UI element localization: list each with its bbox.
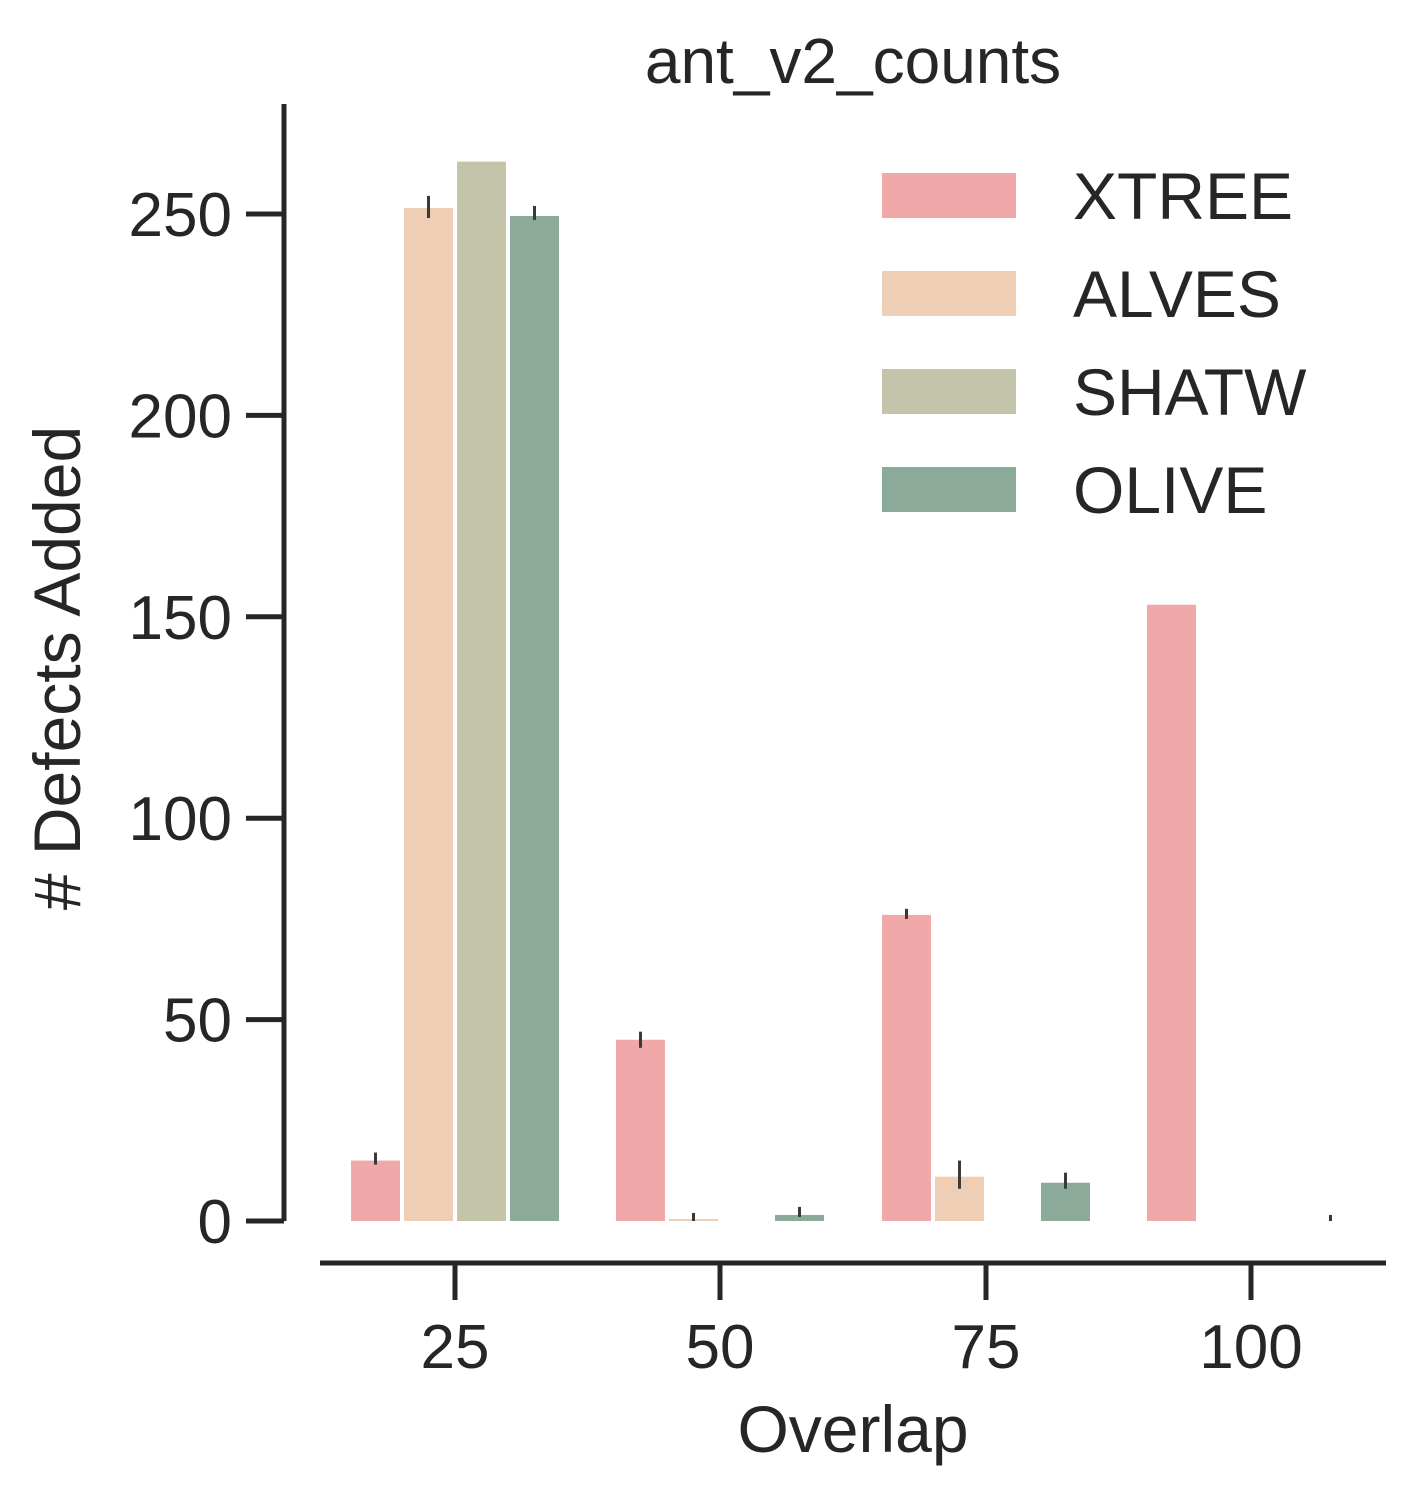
legend-swatch-shatw xyxy=(882,369,1016,414)
y-tick-label: 0 xyxy=(198,1188,232,1257)
legend-swatch-alves xyxy=(882,271,1016,316)
bar-xtree-100 xyxy=(1147,604,1196,1221)
legend: XTREE ALVES SHATW OLIVE xyxy=(882,159,1307,527)
bar-olive-50 xyxy=(775,1214,824,1221)
y-tick-label: 200 xyxy=(129,382,232,451)
legend-label-shatw: SHATW xyxy=(1073,355,1307,429)
bar-olive-25 xyxy=(510,216,559,1221)
bar-shatw-25 xyxy=(457,161,506,1222)
x-tick-label: 100 xyxy=(1199,1313,1302,1382)
chart-title: ant_v2_counts xyxy=(645,25,1061,97)
y-tick-label: 150 xyxy=(129,584,232,653)
legend-swatch-xtree xyxy=(882,173,1016,218)
bar-alves-25 xyxy=(404,207,453,1221)
y-axis-ticks: 0 50 100 150 200 250 xyxy=(129,181,284,1257)
bar-xtree-50 xyxy=(616,1039,665,1221)
y-tick-label: 250 xyxy=(129,181,232,250)
x-tick-label: 50 xyxy=(686,1313,755,1382)
x-tick-label: 25 xyxy=(421,1313,490,1382)
x-axis-ticks: 25 50 75 100 xyxy=(421,1263,1303,1382)
bar-xtree-75 xyxy=(882,914,931,1221)
legend-label-alves: ALVES xyxy=(1073,257,1281,331)
y-axis-label: # Defects Added xyxy=(20,426,94,910)
bar-xtree-25 xyxy=(351,1160,400,1221)
y-tick-label: 100 xyxy=(129,785,232,854)
legend-swatch-olive xyxy=(882,467,1016,512)
x-axis-label: Overlap xyxy=(737,1392,968,1466)
y-tick-label: 50 xyxy=(163,987,232,1056)
error-bars-group xyxy=(374,195,1332,1221)
x-tick-label: 75 xyxy=(952,1313,1021,1382)
legend-label-olive: OLIVE xyxy=(1073,453,1267,527)
bar-olive-75 xyxy=(1041,1182,1090,1221)
legend-label-xtree: XTREE xyxy=(1073,159,1293,233)
bars-group xyxy=(351,161,1196,1222)
